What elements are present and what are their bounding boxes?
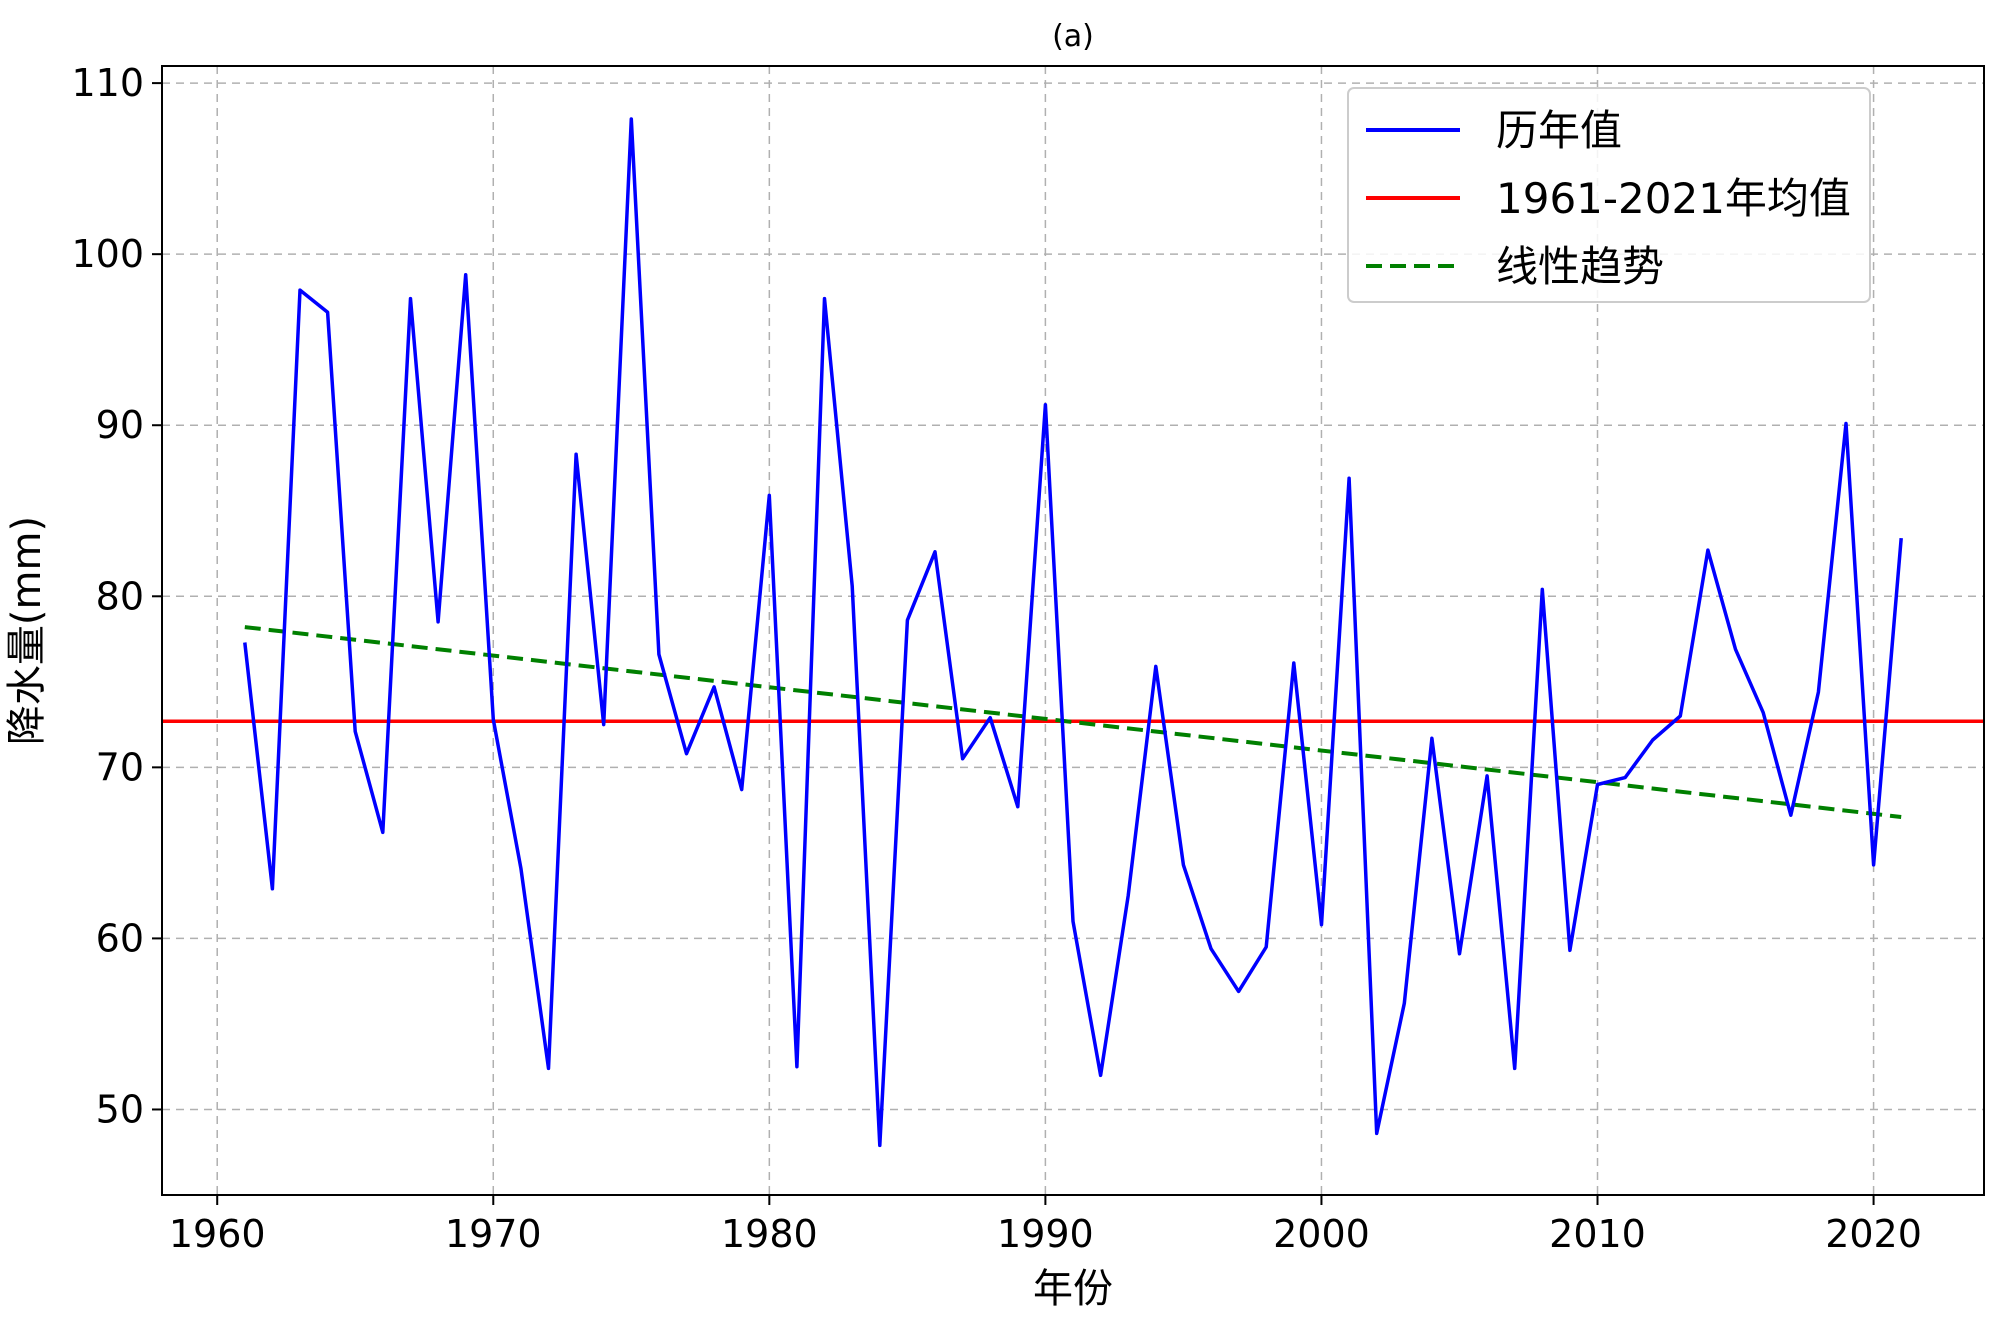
x-tick-label: 2010 <box>1549 1212 1646 1256</box>
tick-layer: 1960 1970 1980 1990 2000 2010 2020 50 60 70 80 90 10… <box>71 61 1921 1256</box>
x-tick-label: 2020 <box>1825 1212 1922 1256</box>
plot-frame <box>161 65 1985 1196</box>
x-tick-label: 1960 <box>169 1212 266 1256</box>
legend-box <box>1347 87 1871 303</box>
y-tick-label: 60 <box>96 916 144 960</box>
y-tick-label: 110 <box>71 61 144 105</box>
historical-series-line <box>243 117 1903 1148</box>
y-tick-label: 100 <box>71 232 144 276</box>
y-tick-label: 90 <box>96 403 144 447</box>
y-tick-label: 70 <box>96 745 144 789</box>
y-tick-label: 50 <box>96 1087 144 1131</box>
x-tick-label: 2000 <box>1273 1212 1370 1256</box>
legend-label-trend: 线性趋势 <box>1496 242 1664 291</box>
legend-label-historical: 历年值 <box>1496 106 1622 155</box>
x-tick-label: 1990 <box>997 1212 1094 1256</box>
x-tick-label: 1980 <box>721 1212 818 1256</box>
series-layer <box>162 117 1984 1148</box>
x-tick-label: 1970 <box>445 1212 542 1256</box>
y-axis-title: 降水量(mm) <box>4 516 50 745</box>
chart-title: (a) <box>1052 19 1094 54</box>
legend: 历年值 1961-2021年均值 线性趋势 <box>1347 87 1871 303</box>
y-tick-label: 80 <box>96 574 144 618</box>
legend-label-mean: 1961-2021年均值 <box>1496 174 1851 223</box>
x-axis-title: 年份 <box>1033 1266 1113 1312</box>
trend-series-line <box>244 625 1902 819</box>
